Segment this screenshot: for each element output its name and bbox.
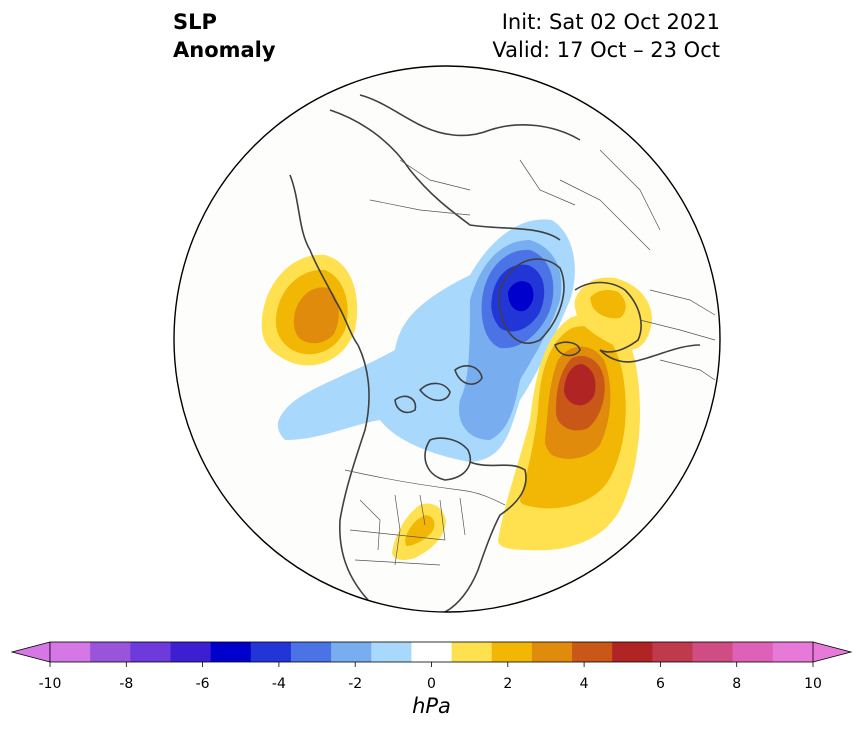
colorbar-tick-label: -2: [348, 676, 362, 692]
colorbar-swatch: [411, 642, 453, 662]
coastline-hudson-bay: [424, 437, 471, 481]
coastline-archipelago-1: [419, 382, 451, 402]
border-eurasia-2: [369, 159, 471, 216]
border-eurasia-1: [519, 149, 661, 251]
colorbar-swatch: [692, 642, 734, 662]
border-states-1: [349, 494, 466, 566]
coastline-archipelago-3: [394, 395, 417, 414]
polar-map: [173, 65, 721, 613]
colorbar-swatch: [572, 642, 613, 662]
valid-range: Valid: 17 Oct – 23 Oct: [492, 38, 720, 62]
colorbar-tick-label: 6: [656, 676, 665, 692]
colorbar-tick-label: 2: [503, 676, 512, 692]
coastline-na-west: [339, 344, 370, 601]
border-europe: [639, 289, 716, 381]
colorbar-swatch: [210, 642, 252, 662]
colorbar-tick-label: 8: [732, 676, 741, 692]
coastline-scandinavia: [574, 281, 642, 353]
coastline-eurasia-north: [329, 109, 561, 241]
coastline-europe: [599, 344, 701, 363]
coastlines: [289, 94, 701, 612]
colorbar-swatch: [331, 642, 372, 662]
colorbar: -10 -8 -6 -4 -2 0 2 4 6 8 10: [10, 641, 853, 692]
colorbar-extend-high: [812, 641, 853, 663]
colorbar-swatch: [732, 642, 774, 662]
colorbar-swatch: [130, 642, 171, 662]
colorbar-swatch: [491, 642, 533, 662]
colorbar-units: hPa: [412, 694, 451, 718]
coastline-greenland: [498, 258, 565, 344]
map-dates: Init: Sat 02 Oct 2021 Valid: 17 Oct – 23…: [492, 8, 720, 64]
colorbar-swatch: [170, 642, 212, 662]
coastline-archipelago-2: [454, 365, 483, 385]
positive-anomaly-atlantic-5hpa: [564, 364, 596, 406]
colorbar-tick-label: -8: [119, 676, 133, 692]
colorbar-tick-label: -6: [196, 676, 210, 692]
coastline-iceland: [554, 341, 581, 357]
anomaly-contours: [261, 219, 652, 560]
border-us-canada: [344, 469, 506, 506]
positive-anomaly-alaska-3hpa: [293, 287, 339, 344]
colorbar-swatch: [451, 642, 493, 662]
negative-anomaly-5hpa: [508, 281, 534, 312]
colorbar-swatch: [772, 642, 814, 662]
colorbar-tick-label: 0: [427, 676, 436, 692]
borders: [344, 149, 716, 566]
positive-anomaly-scandinavia-2hpa: [590, 290, 626, 319]
title-line-2: Anomaly: [173, 38, 276, 62]
colorbar-swatch: [90, 642, 131, 662]
colorbar-tick-label: -10: [39, 676, 62, 692]
map-title: SLP Anomaly: [173, 8, 276, 64]
colorbar-swatch: [612, 642, 653, 662]
colorbar-ticks: -10 -8 -6 -4 -2 0 2 4 6 8 10: [39, 662, 822, 692]
colorbar-segments: [10, 641, 853, 663]
colorbar-swatch: [371, 642, 412, 662]
globe-boundary: [173, 65, 721, 613]
colorbar-tick-label: 4: [580, 676, 589, 692]
colorbar-tick-label: 10: [804, 676, 822, 692]
colorbar-swatch: [50, 642, 91, 662]
coastline-na-east: [444, 461, 527, 612]
title-line-1: SLP: [173, 10, 217, 34]
colorbar-swatch: [652, 642, 694, 662]
colorbar-extend-low: [10, 641, 51, 663]
coastline-alaska: [289, 174, 359, 346]
colorbar-swatch: [531, 642, 573, 662]
colorbar-tick-label: -4: [272, 676, 286, 692]
coastline-eurasia-2: [359, 94, 581, 141]
init-date: Init: Sat 02 Oct 2021: [501, 10, 720, 34]
colorbar-swatch: [250, 642, 292, 662]
colorbar-swatch: [290, 642, 332, 662]
positive-anomaly-plains-2hpa: [405, 515, 435, 546]
